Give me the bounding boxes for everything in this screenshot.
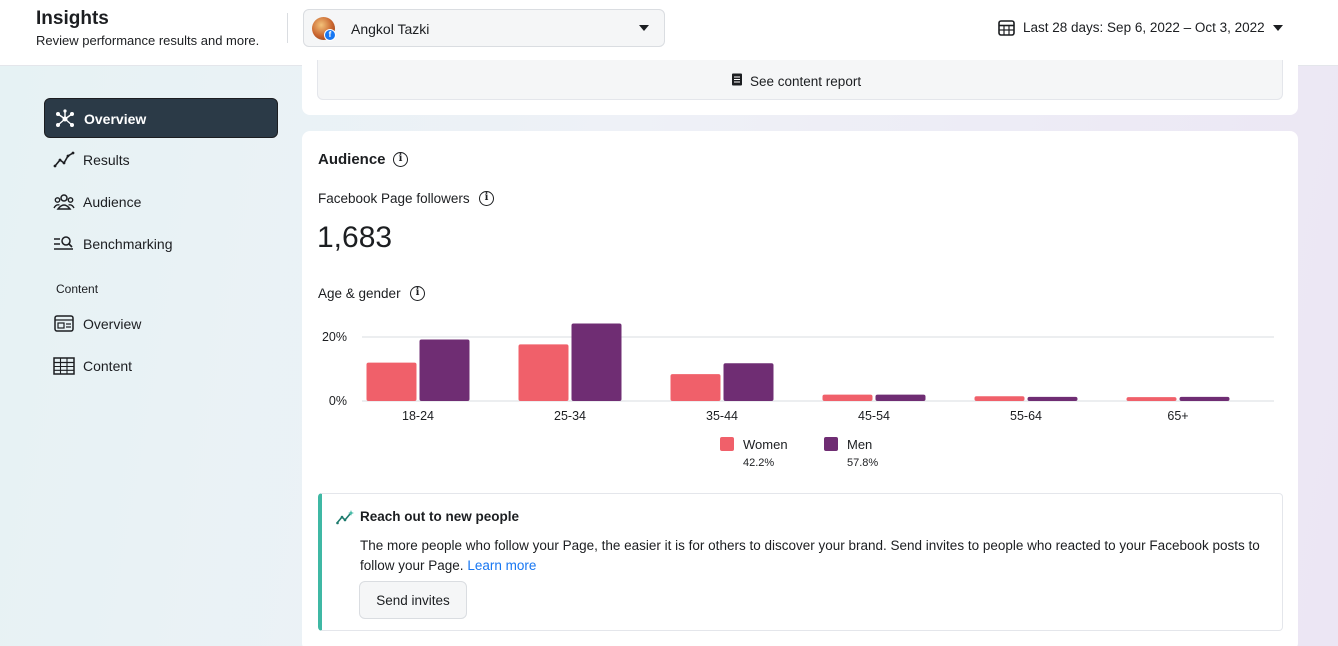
y-tick-label: 0% <box>329 394 347 408</box>
app-subtitle: Review performance results and more. <box>36 33 260 48</box>
legend-men[interactable]: Men 57.8% <box>824 435 904 471</box>
people-icon <box>53 194 75 210</box>
sidebar-item-benchmarking[interactable]: Benchmarking <box>44 224 278 264</box>
legend-label: Women <box>743 437 788 452</box>
info-icon[interactable]: i <box>410 286 425 301</box>
content-overview-icon <box>54 315 74 332</box>
see-content-report-label: See content report <box>750 74 862 89</box>
legend-label: Men <box>847 437 873 452</box>
sidebar-item-label: Overview <box>83 316 142 332</box>
sidebar-item-content-overview[interactable]: Overview <box>44 304 278 344</box>
sidebar-item-results[interactable]: Results <box>44 140 278 180</box>
info-icon[interactable]: i <box>393 152 408 167</box>
caret-down-icon <box>639 25 649 31</box>
page-name: Angkol Tazki <box>351 21 430 37</box>
bar-men-65+ <box>1179 396 1230 401</box>
legend-women[interactable]: Women 42.2% <box>720 435 810 471</box>
tip-description: The more people who follow your Page, th… <box>360 536 1260 576</box>
top-header: Insights Review performance results and … <box>0 0 1338 66</box>
table-grid-icon <box>53 357 75 375</box>
x-tick-label: 65+ <box>1167 409 1188 423</box>
legend-percentage: 57.8% <box>847 457 879 469</box>
bar-men-45-54 <box>875 394 926 401</box>
bar-women-35-44 <box>670 374 721 401</box>
bar-women-55-64 <box>974 396 1025 401</box>
tip-body-text: The more people who follow your Page, th… <box>360 538 1260 573</box>
sidebar-section-label: Content <box>56 282 99 296</box>
followers-count: 1,683 <box>317 221 393 254</box>
facebook-badge-icon: f <box>324 29 336 41</box>
bar-women-18-24 <box>366 362 417 401</box>
sidebar-item-label: Benchmarking <box>83 236 173 252</box>
bar-men-35-44 <box>723 363 774 401</box>
bar-women-45-54 <box>822 394 873 401</box>
x-tick-label: 45-54 <box>858 409 890 423</box>
content-report-card: See content report <box>302 60 1298 115</box>
benchmark-search-icon <box>54 236 73 250</box>
audience-card: Audience i Facebook Page followers i 1,6… <box>302 131 1298 646</box>
x-tick-label: 35-44 <box>706 409 738 423</box>
info-icon[interactable]: i <box>479 191 494 206</box>
followers-label: Facebook Page followers <box>318 191 470 206</box>
calendar-icon <box>998 20 1015 36</box>
bar-women-65+ <box>1126 397 1177 401</box>
document-icon <box>732 73 742 86</box>
network-icon <box>56 109 74 127</box>
trend-line-icon <box>53 151 75 168</box>
tip-title: Reach out to new people <box>360 509 520 524</box>
audience-title: Audience <box>318 151 386 168</box>
send-invites-button[interactable]: Send invites <box>359 581 467 619</box>
sidebar-item-audience[interactable]: Audience <box>44 182 278 222</box>
age-gender-bar-chart: 0% 20% 18-24 25-34 35-44 45-54 55-64 65+ <box>322 323 1274 423</box>
x-tick-label: 25-34 <box>554 409 586 423</box>
header-divider <box>287 13 288 43</box>
app-title: Insights <box>36 8 109 29</box>
legend-percentage: 42.2% <box>743 457 775 469</box>
x-tick-label: 18-24 <box>402 409 434 423</box>
legend-swatch-men <box>824 437 838 451</box>
legend-swatch-women <box>720 437 734 451</box>
date-range-selector[interactable]: Last 28 days: Sep 6, 2022 – Oct 3, 2022 <box>998 18 1288 38</box>
growth-sparkle-icon <box>336 510 354 525</box>
bar-men-55-64 <box>1027 396 1078 401</box>
age-gender-label: Age & gender <box>318 286 401 301</box>
bar-women-25-34 <box>518 344 569 401</box>
y-tick-label: 20% <box>322 330 347 344</box>
sidebar-item-overview[interactable]: Overview <box>44 98 278 138</box>
bar-men-18-24 <box>419 339 470 401</box>
page-selector-dropdown[interactable]: f Angkol Tazki <box>303 9 665 47</box>
x-tick-label: 55-64 <box>1010 409 1042 423</box>
sidebar-item-content[interactable]: Content <box>44 346 278 386</box>
sidebar-item-label: Results <box>83 152 130 168</box>
sidebar-item-label: Content <box>83 358 133 374</box>
caret-down-icon <box>1273 25 1283 31</box>
sidebar-item-label: Audience <box>83 194 142 210</box>
date-range-label: Last 28 days: Sep 6, 2022 – Oct 3, 2022 <box>1023 20 1265 35</box>
see-content-report-button[interactable]: See content report <box>317 60 1283 100</box>
sidebar-item-label: Overview <box>84 111 147 127</box>
bar-men-25-34 <box>571 323 622 401</box>
learn-more-link[interactable]: Learn more <box>467 558 537 573</box>
reach-tip-box: Reach out to new people The more people … <box>318 493 1283 631</box>
